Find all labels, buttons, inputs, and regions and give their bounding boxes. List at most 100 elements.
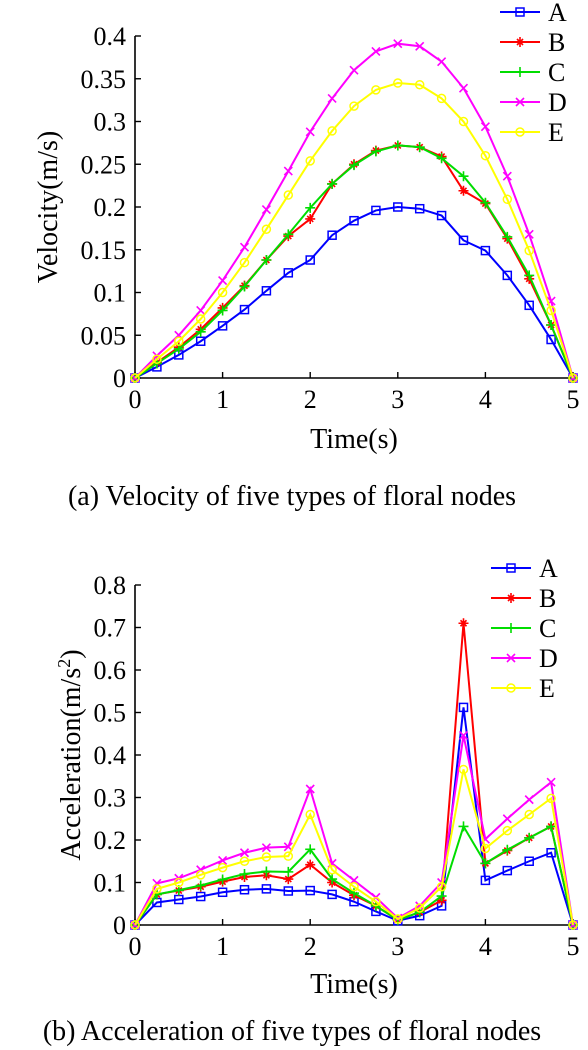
- data-point-E: [327, 126, 337, 136]
- data-point-D: [196, 305, 206, 316]
- y-tick-label: 0.2: [94, 826, 127, 855]
- data-point-C: [349, 160, 359, 171]
- x-tick-label: 3: [391, 932, 404, 961]
- data-point-C: [480, 197, 491, 208]
- data-point-D: [502, 171, 512, 181]
- data-point-C: [283, 866, 294, 877]
- data-point-A: [480, 245, 491, 256]
- y-tick-label: 0.4: [94, 741, 127, 770]
- legend-marker: [515, 97, 525, 107]
- acceleration-y-label-end: ): [56, 649, 87, 658]
- data-point-B: [305, 859, 316, 870]
- series-line-E: [134, 82, 574, 379]
- x-tick-label: 0: [129, 385, 142, 414]
- data-point-D: [218, 855, 228, 865]
- data-point-E: [502, 194, 513, 205]
- data-point-D: [239, 242, 250, 252]
- data-point-A: [327, 889, 337, 900]
- y-tick-label: 0.4: [94, 22, 127, 51]
- data-point-A: [349, 215, 359, 226]
- data-point-B: [458, 618, 469, 629]
- data-point-D: [393, 39, 403, 49]
- series-line-A: [134, 707, 574, 926]
- series-line-B: [134, 144, 574, 379]
- acceleration-caption: (b) Acceleration of five types of floral…: [43, 1016, 541, 1047]
- data-point-C: [283, 229, 294, 240]
- data-point-C: [458, 821, 469, 832]
- data-point-A: [283, 886, 294, 896]
- data-point-A: [393, 202, 403, 212]
- data-point-C: [502, 231, 513, 242]
- data-point-C: [436, 153, 447, 164]
- legend-item-B: B: [500, 28, 565, 57]
- y-tick-label: 0.25: [81, 150, 127, 179]
- series-C: [130, 140, 578, 383]
- data-point-A: [261, 286, 272, 296]
- x-tick-label: 4: [479, 932, 492, 961]
- data-point-E: [305, 809, 315, 820]
- legend-item-C: C: [500, 58, 565, 87]
- data-point-A: [239, 884, 250, 895]
- series-B: [130, 140, 578, 383]
- data-point-C: [327, 178, 338, 189]
- data-point-D: [261, 843, 271, 853]
- data-point-A: [283, 268, 294, 278]
- x-tick-label: 2: [304, 385, 317, 414]
- data-point-E: [414, 79, 425, 90]
- data-point-C: [239, 869, 250, 879]
- data-point-A: [546, 334, 556, 345]
- data-point-C: [239, 281, 250, 292]
- data-point-E: [546, 793, 556, 804]
- y-tick-label: 0.8: [94, 571, 127, 600]
- data-point-E: [130, 920, 140, 930]
- data-point-E: [568, 920, 578, 930]
- legend-item-E: E: [500, 118, 564, 147]
- series-E: [130, 78, 578, 383]
- data-point-E: [217, 287, 228, 298]
- legend-marker: [515, 67, 525, 77]
- legend-label: C: [539, 614, 556, 643]
- x-tick-label: 1: [216, 932, 229, 961]
- series-line-A: [134, 205, 574, 379]
- data-point-E: [524, 809, 534, 820]
- data-point-A: [524, 856, 534, 866]
- data-point-C: [349, 888, 359, 899]
- data-point-E: [414, 903, 425, 913]
- data-point-D: [371, 46, 381, 56]
- y-tick-label: 0.05: [81, 321, 127, 350]
- data-point-E: [458, 764, 469, 775]
- legend-marker: [515, 7, 525, 17]
- data-point-D: [415, 41, 425, 51]
- data-point-A: [327, 230, 337, 240]
- data-point-A: [546, 848, 556, 858]
- series-C: [130, 821, 578, 930]
- data-point-D: [437, 57, 447, 67]
- data-point-E: [174, 336, 184, 346]
- legend-marker: [506, 623, 516, 633]
- y-tick-label: 0.35: [81, 65, 127, 94]
- y-tick-label: 0.2: [94, 193, 127, 222]
- x-tick-label: 4: [479, 385, 492, 414]
- legend-item-A: A: [500, 0, 567, 27]
- data-point-A: [436, 210, 447, 221]
- y-tick-label: 0.3: [94, 784, 127, 813]
- data-point-C: [217, 305, 228, 316]
- legend-marker: [506, 563, 516, 573]
- y-tick-label: 0.6: [94, 656, 127, 685]
- data-point-E: [458, 116, 469, 127]
- data-point-E: [152, 354, 162, 364]
- acceleration-ticks: 0 1 2 3 4 5 0 0.1 0.2 0.3 0.4 0.5 0.6 0.7 0.8: [94, 571, 580, 961]
- data-point-C: [480, 858, 491, 869]
- data-point-C: [502, 844, 513, 855]
- data-point-C: [195, 880, 206, 891]
- data-point-E: [239, 257, 250, 268]
- data-point-E: [305, 156, 315, 166]
- data-point-E: [393, 914, 403, 924]
- y-tick-label: 0.7: [94, 614, 127, 643]
- acceleration-y-axis-label: Acceleration(m/s2): [54, 649, 87, 860]
- y-tick-label: 0: [113, 364, 126, 393]
- data-point-C: [305, 844, 316, 855]
